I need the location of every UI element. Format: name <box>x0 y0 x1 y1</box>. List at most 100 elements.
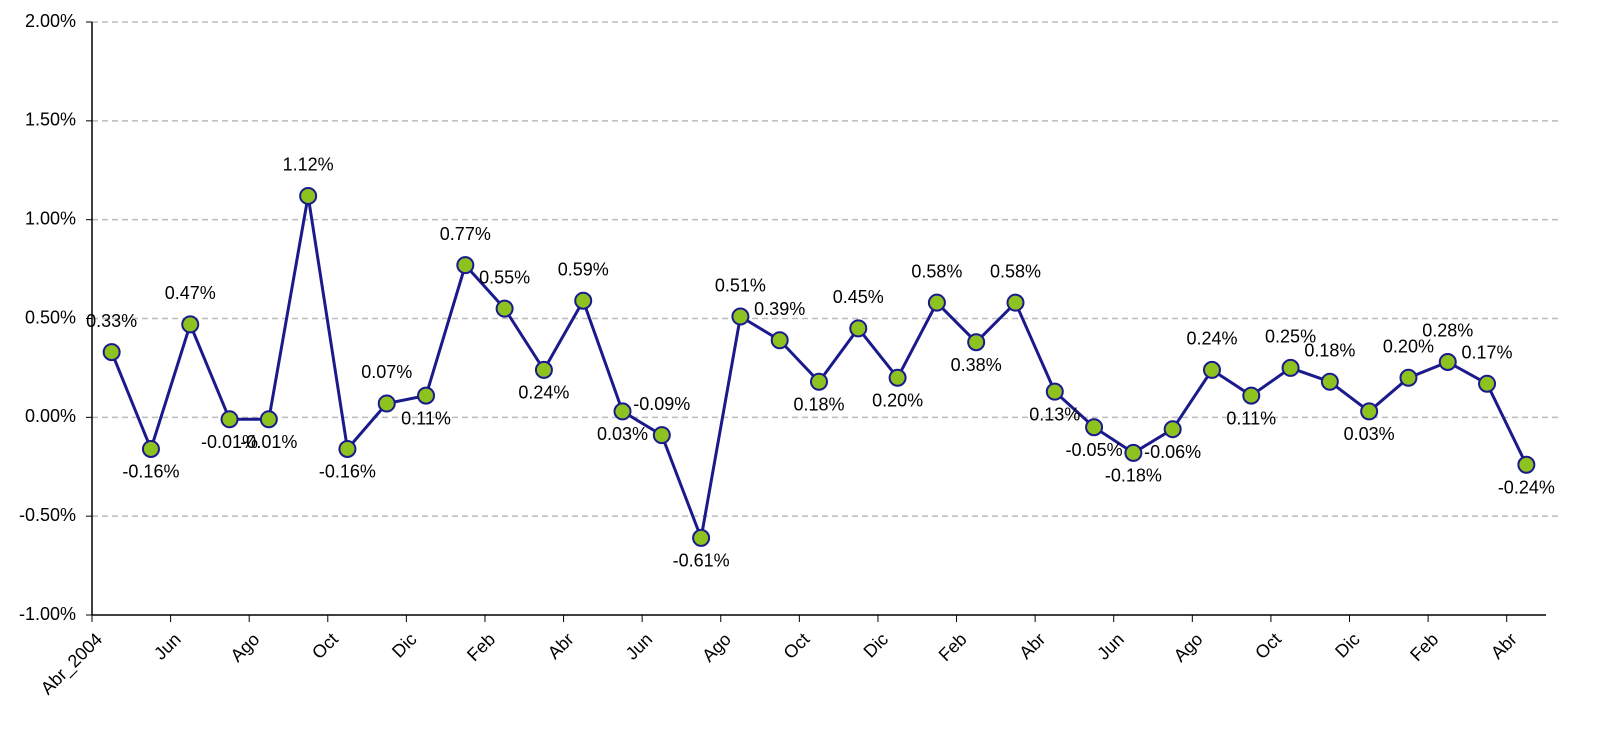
data-point <box>731 307 750 326</box>
data-label: -0.18% <box>1105 466 1162 486</box>
data-label: 0.58% <box>911 261 962 281</box>
data-point <box>1517 455 1536 474</box>
data-label: 0.11% <box>401 408 451 428</box>
x-tick-label: Dic <box>388 629 421 662</box>
data-point <box>1202 360 1221 379</box>
y-tick-label: 1.00% <box>25 208 76 228</box>
data-label: -0.16% <box>319 462 376 482</box>
data-label: 0.33% <box>86 311 137 331</box>
data-point <box>495 299 514 318</box>
data-label: -0.01% <box>240 432 297 452</box>
data-point <box>810 372 828 391</box>
data-point <box>1242 386 1261 405</box>
x-tick-label: Feb <box>1406 629 1442 665</box>
data-point <box>141 439 160 458</box>
data-label: -0.09% <box>633 394 690 414</box>
data-point <box>259 410 278 429</box>
data-label: 0.47% <box>165 283 216 303</box>
data-label: 0.25% <box>1265 327 1316 347</box>
data-label: 0.13% <box>1029 404 1080 424</box>
data-label: 0.58% <box>990 261 1041 281</box>
data-label: 0.18% <box>793 395 844 415</box>
data-label: 0.11% <box>1226 408 1276 428</box>
data-label: 0.51% <box>715 275 766 295</box>
data-label: 0.45% <box>833 287 884 307</box>
data-point <box>417 386 436 405</box>
data-point <box>456 256 475 275</box>
data-point <box>102 343 121 362</box>
data-point <box>181 315 200 334</box>
data-label: 1.12% <box>283 155 334 175</box>
data-point <box>1360 402 1379 421</box>
x-tick-label: Abr <box>544 629 578 663</box>
data-point <box>770 331 789 350</box>
data-point <box>927 293 946 312</box>
x-tick-label: Feb <box>935 629 971 665</box>
data-point <box>1320 372 1339 391</box>
x-tick-label: Jun <box>1093 629 1128 664</box>
x-tick-label: Ago <box>1170 629 1207 666</box>
data-point <box>377 394 396 413</box>
y-tick-label: 1.50% <box>25 110 76 130</box>
data-label: 0.38% <box>951 355 1002 375</box>
data-point <box>1085 418 1104 437</box>
data-point <box>888 368 907 387</box>
data-label: 0.20% <box>1383 337 1434 357</box>
x-tick-label: Oct <box>308 629 342 663</box>
data-point <box>967 333 986 352</box>
data-label: 0.07% <box>361 362 412 382</box>
data-point <box>1124 443 1143 462</box>
x-tick-label: Ago <box>698 629 735 666</box>
data-label: -0.05% <box>1066 440 1123 460</box>
data-point <box>1006 293 1025 312</box>
x-tick-label: Abr <box>1487 629 1521 663</box>
data-label: -0.16% <box>122 462 179 482</box>
y-tick-label: -1.00% <box>19 604 76 624</box>
y-tick-label: 0.00% <box>25 406 76 426</box>
data-point <box>1045 382 1064 401</box>
data-label: 0.03% <box>597 424 648 444</box>
x-tick-label: Jun <box>622 629 657 664</box>
x-tick-label: Feb <box>463 629 499 665</box>
data-label: 0.18% <box>1304 341 1355 361</box>
data-label: 0.59% <box>558 259 609 279</box>
data-point <box>692 528 711 547</box>
data-label: 0.28% <box>1422 321 1473 341</box>
data-point <box>1478 374 1497 393</box>
data-point <box>1438 352 1457 371</box>
x-tick-label: Jun <box>150 629 185 664</box>
x-tick-label: Dic <box>1331 629 1364 662</box>
data-point <box>338 439 357 458</box>
x-tick-label: Abr <box>1015 629 1049 663</box>
data-label: 0.17% <box>1462 342 1513 362</box>
data-label: -0.06% <box>1144 442 1201 462</box>
data-point <box>1399 368 1418 387</box>
data-point <box>299 186 318 205</box>
x-tick-label: Oct <box>780 629 814 663</box>
data-point <box>534 360 553 379</box>
x-tick-label: Dic <box>860 629 893 662</box>
data-point <box>613 402 632 421</box>
data-point <box>652 426 671 445</box>
y-tick-label: 2.00% <box>25 11 76 31</box>
data-point <box>1281 358 1300 377</box>
x-tick-label: Oct <box>1251 629 1285 663</box>
data-label: 0.55% <box>479 267 530 287</box>
data-label: 0.20% <box>872 391 923 411</box>
data-line <box>110 195 1528 544</box>
y-tick-label: -0.50% <box>19 505 76 525</box>
data-point <box>220 410 239 429</box>
y-tick-label: 0.50% <box>25 307 76 327</box>
data-label: 0.24% <box>1186 329 1237 349</box>
data-point <box>574 291 593 310</box>
data-label: -0.24% <box>1498 478 1555 498</box>
data-label: -0.01% <box>201 432 258 452</box>
data-label: 0.77% <box>440 224 491 244</box>
x-tick-label: Abr_2004 <box>37 629 107 699</box>
data-label: 0.24% <box>518 383 569 403</box>
data-label: 0.39% <box>754 299 805 319</box>
data-label: 0.03% <box>1344 424 1395 444</box>
x-tick-label: Ago <box>227 629 264 666</box>
data-point <box>849 319 868 338</box>
